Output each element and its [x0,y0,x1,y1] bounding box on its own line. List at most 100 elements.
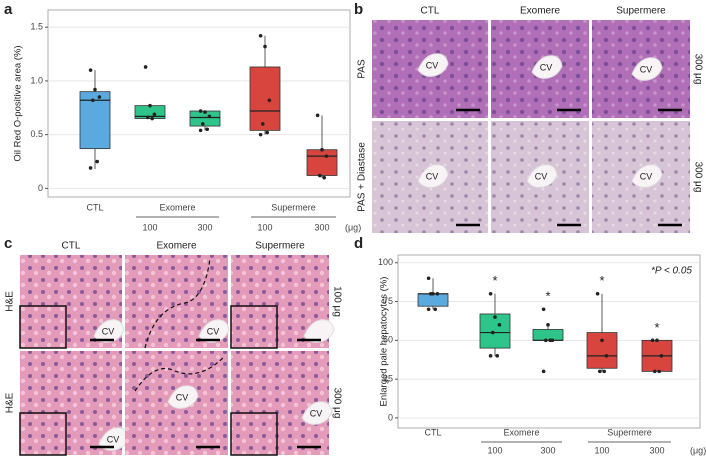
inset [19,412,67,456]
box [586,332,618,369]
significance-mark: * [599,273,604,288]
y-tick-label: 75 [383,296,393,306]
data-point [148,103,152,108]
data-point [320,147,324,152]
cv-label: CV [426,60,439,70]
data-point [258,33,263,38]
vessel [93,319,125,343]
data-point [91,98,95,103]
data-point [261,122,265,126]
data-point [426,307,431,312]
data-point [205,127,209,132]
data-point [488,354,493,358]
data-point [602,369,606,374]
data-point [650,338,655,343]
y-tick-label: 0 [38,183,43,193]
row-label: H&E [5,291,16,312]
box [532,329,564,341]
vessel [526,164,558,188]
vessel [303,319,335,343]
panel-label: b [354,1,363,18]
y-tick-label: 0 [388,412,393,422]
x-tick-label: 300 [649,445,664,455]
unit-label: (μg) [690,445,706,455]
data-point [548,338,552,343]
data-point [493,315,497,319]
x-tick-label: 100 [594,445,609,455]
data-point [491,330,495,335]
data-point [598,369,602,374]
data-point [544,338,548,343]
significance-mark: * [654,320,659,335]
data-point [315,113,320,118]
data-point [655,338,659,343]
vessel [531,55,563,79]
row-label: PAS + Diastase [357,142,368,212]
row-label: PAS [357,59,368,79]
y-tick-label: 1.5 [30,22,43,32]
data-point [203,110,207,114]
cv-label: CV [540,62,553,72]
box [79,91,111,150]
data-point [88,68,93,72]
y-axis-label: Enlarged pale hepatocytes (%) [379,277,390,407]
column-header: CTL [421,6,440,17]
column-header: Supermere [616,6,666,17]
column-header: Exomere [520,6,560,17]
cv-label: CV [535,171,548,181]
data-point [322,175,327,180]
dose-label: 300 μg [331,388,342,419]
x-tick-label: 300 [314,222,329,232]
dose-label: 300 μg [692,162,703,193]
data-point [152,112,157,117]
dose-label: 300 μg [692,54,703,85]
box [249,66,281,131]
x-tick-label: 100 [487,445,502,455]
panel-label: a [4,1,13,18]
dose-label: 100 μg [331,286,342,317]
data-point [198,109,203,113]
data-point [433,307,438,312]
data-point [88,166,93,170]
data-point [604,354,609,358]
data-point [657,369,661,374]
group-label: Exomere [503,427,539,437]
inset [19,305,67,349]
data-point [324,154,329,158]
cv-label: CV [426,171,439,181]
data-point [267,98,272,103]
vessel [417,53,449,77]
box [417,293,449,307]
y-tick-label: 100 [378,257,393,267]
data-point [495,354,500,358]
significance-mark: * [492,273,497,288]
data-point [150,116,154,121]
column-header: Supermere [255,241,305,252]
vessel [417,164,449,188]
cv-label: CV [176,392,189,402]
data-point [541,307,546,312]
y-axis-label: Oil Red O-positive area (%) [13,45,24,161]
data-point [426,276,431,281]
y-tick-label: 0.5 [30,129,43,139]
data-point [143,65,148,69]
x-tick-label: 300 [540,445,555,455]
lesion-border [144,257,211,349]
unit-label: (μg) [345,222,361,232]
inset [230,412,278,456]
box [306,149,338,176]
box [479,313,511,349]
data-point [435,291,440,296]
data-point [497,323,502,327]
vessel [167,385,199,409]
data-point [595,291,600,296]
cv-label: CV [310,408,323,418]
x-tick-label: 300 [197,222,212,232]
data-point [659,354,664,358]
column-header: CTL [62,241,81,252]
data-point [541,369,546,374]
x-tick-label: CTL [86,202,103,212]
cv-label: CV [102,326,115,336]
vessel [631,57,663,81]
